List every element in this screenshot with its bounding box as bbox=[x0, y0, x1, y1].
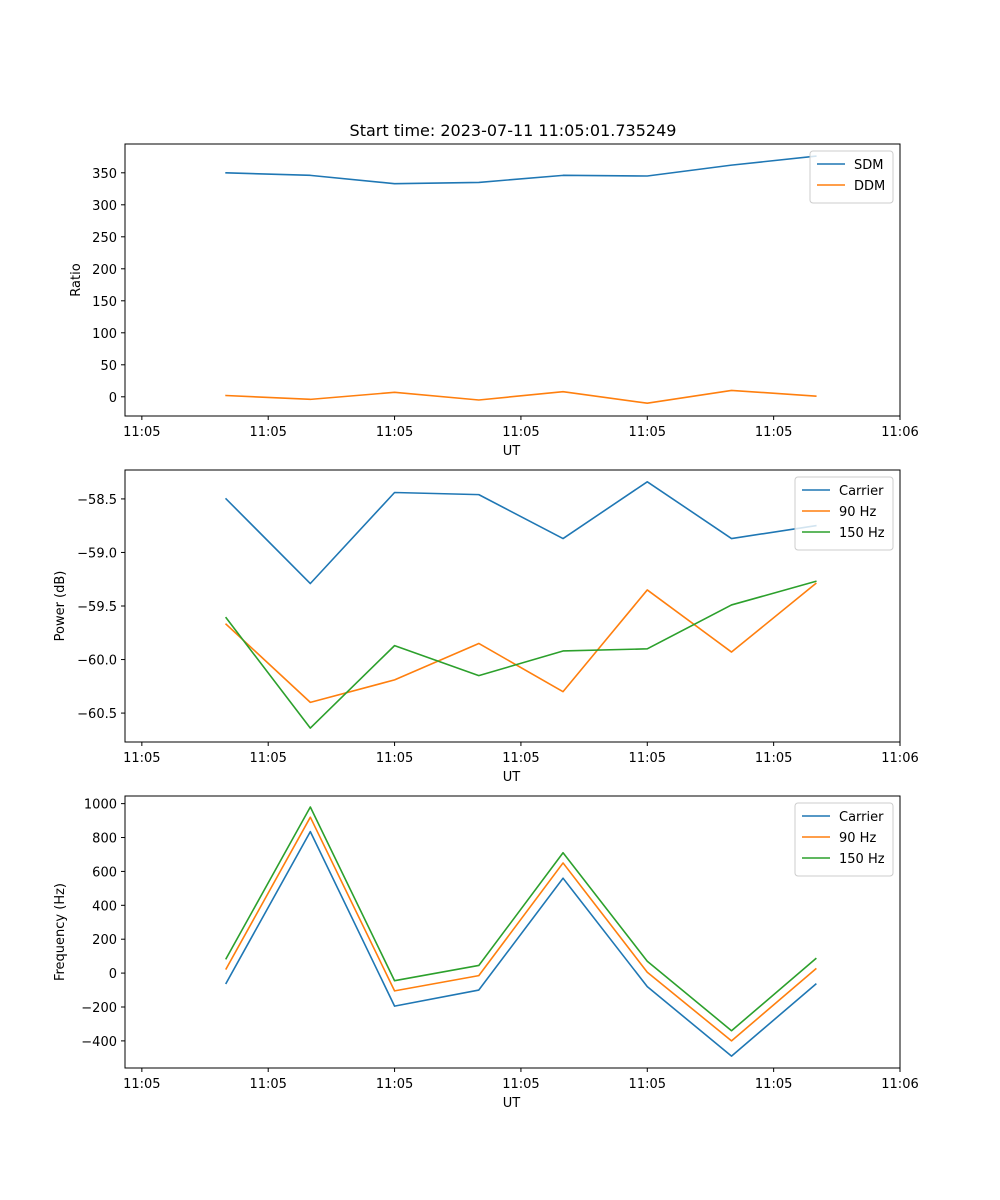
x-tick-label: 11:05 bbox=[249, 751, 286, 766]
y-tick-label: 800 bbox=[92, 832, 117, 847]
legend-label: 90 Hz bbox=[839, 831, 876, 846]
panels: 11:05 11:05 11:05 11:05 11:05 11:05 11:06 0 50 10… bbox=[53, 143, 919, 1111]
y-tick-label: 0 bbox=[109, 967, 117, 982]
y-tick-label: 400 bbox=[92, 899, 117, 914]
series-line-150-hz bbox=[224, 580, 817, 729]
y-tick-label: 300 bbox=[92, 199, 117, 214]
legend: Carrier 90 Hz 150 Hz bbox=[794, 476, 894, 551]
x-tick-label: 11:05 bbox=[755, 1077, 792, 1092]
axes-frame bbox=[124, 143, 901, 417]
axes-frame bbox=[124, 795, 901, 1069]
chart-panel-1: 11:05 11:05 11:05 11:05 11:05 11:05 11:06 0 50 10… bbox=[69, 143, 919, 459]
x-tick-label: 11:05 bbox=[376, 1077, 413, 1092]
x-tick-label: 11:05 bbox=[376, 751, 413, 766]
x-tick-label: 11:06 bbox=[881, 751, 918, 766]
y-tick-label: −59.5 bbox=[77, 600, 117, 615]
legend-label: SDM bbox=[854, 158, 883, 173]
figure-title: Start time: 2023-07-11 11:05:01.735249 bbox=[350, 121, 677, 140]
x-tick-label: 11:05 bbox=[502, 1077, 539, 1092]
y-tick-label: 600 bbox=[92, 865, 117, 880]
x-axis-label: UT bbox=[503, 1096, 521, 1111]
y-tick-label: −59.0 bbox=[77, 546, 117, 561]
series-line-carrier bbox=[224, 480, 817, 585]
y-tick-label: −60.5 bbox=[77, 707, 117, 722]
y-tick-label: −58.5 bbox=[77, 493, 117, 508]
legend-label: 150 Hz bbox=[839, 852, 885, 867]
y-axis-label: Frequency (Hz) bbox=[53, 883, 68, 981]
legend-label: Carrier bbox=[839, 484, 884, 499]
x-tick-label: 11:05 bbox=[629, 425, 666, 440]
y-tick-label: −400 bbox=[81, 1035, 117, 1050]
y-tick-label: 100 bbox=[92, 327, 117, 342]
x-tick-label: 11:06 bbox=[881, 1077, 918, 1092]
x-tick-label: 11:05 bbox=[249, 1077, 286, 1092]
series-line-carrier bbox=[225, 830, 817, 1057]
y-tick-label: 1000 bbox=[84, 798, 117, 813]
y-axis-label: Ratio bbox=[69, 263, 84, 296]
x-tick-label: 11:06 bbox=[881, 425, 918, 440]
series-line-150-hz bbox=[225, 806, 817, 1032]
x-tick-label: 11:05 bbox=[629, 751, 666, 766]
x-tick-label: 11:05 bbox=[123, 1077, 160, 1092]
x-tick-label: 11:05 bbox=[376, 425, 413, 440]
x-tick-label: 11:05 bbox=[123, 751, 160, 766]
x-axis-label: UT bbox=[503, 770, 521, 785]
y-axis-label: Power (dB) bbox=[53, 571, 68, 642]
y-tick-label: 200 bbox=[92, 933, 117, 948]
x-tick-label: 11:05 bbox=[629, 1077, 666, 1092]
series-line-ddm bbox=[225, 389, 817, 405]
chart-panel-3: 11:05 11:05 11:05 11:05 11:05 11:05 11:06 −400 −… bbox=[53, 795, 919, 1111]
y-tick-label: 0 bbox=[109, 391, 117, 406]
legend: Carrier 90 Hz 150 Hz bbox=[794, 802, 894, 877]
legend-label: 150 Hz bbox=[839, 526, 885, 541]
x-tick-label: 11:05 bbox=[502, 751, 539, 766]
x-tick-label: 11:05 bbox=[249, 425, 286, 440]
x-tick-label: 11:05 bbox=[502, 425, 539, 440]
y-tick-label: 50 bbox=[100, 359, 117, 374]
series-line-sdm bbox=[225, 155, 817, 185]
series-line-90-hz bbox=[224, 582, 817, 704]
x-tick-label: 11:05 bbox=[123, 425, 160, 440]
x-tick-label: 11:05 bbox=[755, 751, 792, 766]
legend-label: DDM bbox=[854, 179, 885, 194]
y-tick-label: 250 bbox=[92, 231, 117, 246]
legend-label: Carrier bbox=[839, 810, 884, 825]
chart-panel-2: 11:05 11:05 11:05 11:05 11:05 11:05 11:06 −60.5… bbox=[53, 469, 919, 785]
legend-label: 90 Hz bbox=[839, 505, 876, 520]
y-tick-label: 150 bbox=[92, 295, 117, 310]
legend: SDM DDM bbox=[809, 150, 894, 204]
y-tick-label: 350 bbox=[92, 167, 117, 182]
y-tick-label: −60.0 bbox=[77, 654, 117, 669]
x-axis-label: UT bbox=[503, 444, 521, 459]
series-line-90-hz bbox=[225, 816, 817, 1042]
x-tick-label: 11:05 bbox=[755, 425, 792, 440]
y-tick-label: −200 bbox=[81, 1001, 117, 1016]
y-tick-label: 200 bbox=[92, 263, 117, 278]
